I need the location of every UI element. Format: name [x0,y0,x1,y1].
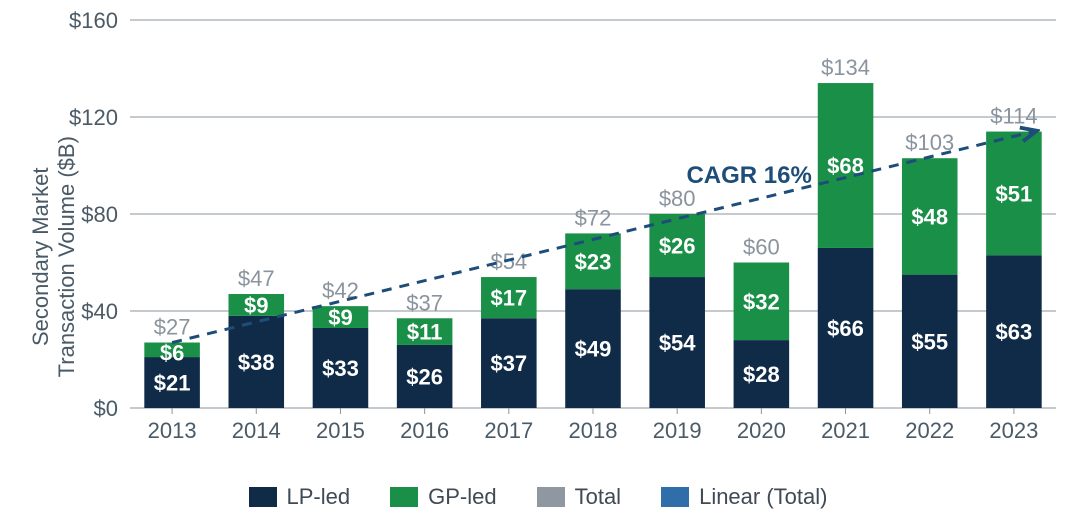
legend: LP-led GP-led Total Linear (Total) [0,484,1076,510]
bar-label-total: $72 [575,205,612,230]
legend-label-gp: GP-led [428,484,496,510]
bar-label-gp: $51 [996,181,1033,206]
legend-item-total: Total [537,484,621,510]
bar-label-total: $80 [659,186,696,211]
x-tick-label: 2021 [821,418,870,443]
x-tick-label: 2022 [905,418,954,443]
bar-label-gp: $23 [575,249,612,274]
legend-label-total: Total [575,484,621,510]
legend-item-linear: Linear (Total) [661,484,827,510]
bar-label-total: $60 [743,235,780,260]
bar-label-lp: $26 [406,364,443,389]
bar-label-gp: $48 [911,204,948,229]
bar-label-gp: $6 [160,341,184,366]
bar-label-lp: $55 [911,329,948,354]
y-tick-label: $160 [69,8,118,33]
bar-label-lp: $28 [743,362,780,387]
x-tick-label: 2017 [484,418,533,443]
x-tick-label: 2019 [653,418,702,443]
bar-label-gp: $26 [659,234,696,259]
bar-label-lp: $37 [490,351,527,376]
legend-swatch-lp [249,487,277,507]
legend-label-linear: Linear (Total) [699,484,827,510]
bar-label-gp: $17 [490,286,527,311]
bar-label-gp: $11 [407,320,443,345]
legend-swatch-linear [661,487,689,507]
legend-swatch-total [537,487,565,507]
bar-label-total: $37 [406,290,443,315]
y-axis-label: Secondary Market Transaction Volume ($B) [28,136,81,377]
bar-label-total: $27 [154,315,191,340]
legend-label-lp: LP-led [287,484,351,510]
bar-label-lp: $21 [154,371,191,396]
chart-container: Secondary Market Transaction Volume ($B)… [0,0,1076,524]
x-tick-label: 2016 [400,418,449,443]
bar-label-lp: $54 [659,331,696,356]
bar-label-lp: $49 [575,337,612,362]
x-tick-label: 2014 [232,418,281,443]
x-tick-label: 2023 [989,418,1038,443]
bar-label-lp: $66 [827,316,864,341]
legend-swatch-gp [390,487,418,507]
bar-label-total: $47 [238,266,275,291]
y-tick-label: $80 [81,202,118,227]
y-tick-label: $120 [69,105,118,130]
bar-label-lp: $33 [322,356,359,381]
y-tick-label: $40 [81,299,118,324]
x-tick-label: 2013 [148,418,197,443]
bar-label-gp: $32 [743,289,780,314]
legend-item-lp: LP-led [249,484,351,510]
chart-svg: $0$40$80$120$160$21$6$272013$38$9$472014… [0,0,1076,524]
y-tick-label: $0 [94,396,118,421]
bar-label-gp: $9 [328,305,352,330]
x-tick-label: 2018 [569,418,618,443]
x-tick-label: 2015 [316,418,365,443]
bar-label-lp: $38 [238,350,275,375]
bar-label-gp: $9 [244,293,268,318]
bar-label-lp: $63 [996,320,1033,345]
cagr-label: CAGR 16% [686,162,811,189]
bar-label-total: $134 [821,55,870,80]
bar-label-total: $114 [990,104,1037,129]
x-tick-label: 2020 [737,418,786,443]
legend-item-gp: GP-led [390,484,496,510]
